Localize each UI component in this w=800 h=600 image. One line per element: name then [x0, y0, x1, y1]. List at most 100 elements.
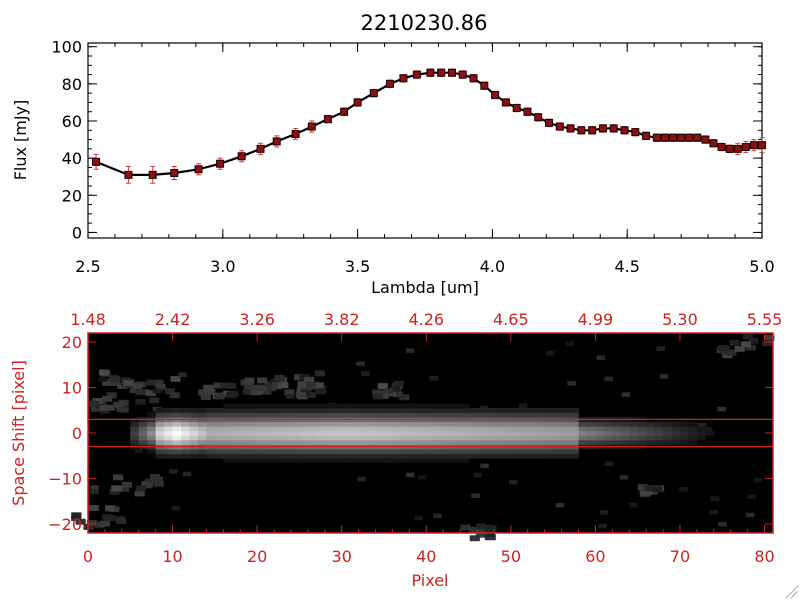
image-x-tick-label: 10 [162, 547, 182, 566]
trace-pixel [223, 430, 233, 436]
trace-pixel [612, 426, 622, 432]
trace-pixel [400, 453, 410, 459]
spectrum-series [92, 68, 766, 184]
image-x-tick-label: 30 [332, 547, 352, 566]
trace-pixel [383, 439, 393, 445]
data-point [256, 144, 265, 153]
trace-pixel [383, 458, 393, 464]
noise-pixel [214, 393, 225, 400]
trace-pixel [485, 430, 495, 436]
trace-pixel [637, 421, 647, 427]
noise-pixel [99, 520, 111, 527]
trace-pixel [586, 430, 596, 436]
trace-pixel [553, 453, 563, 459]
trace-pixel [324, 439, 334, 445]
trace-pixel [341, 453, 351, 459]
image-y-tick-label: −20 [48, 515, 82, 534]
noise-pixel [629, 502, 638, 508]
noise-pixel [509, 479, 518, 485]
noise-pixel [414, 515, 424, 521]
trace-pixel [392, 430, 402, 436]
data-point [480, 81, 489, 90]
trace-pixel [282, 448, 292, 454]
trace-pixel [383, 412, 393, 418]
image-y-tick-label: 20 [62, 333, 82, 352]
image-x-axis-label: Pixel [411, 571, 448, 590]
trace-pixel [603, 439, 613, 445]
trace-pixel [333, 408, 343, 414]
trace-pixel [409, 408, 419, 414]
trace-pixel [299, 439, 309, 445]
trace-pixel [485, 435, 495, 441]
trace-pixel [130, 426, 140, 432]
noise-pixel [639, 490, 651, 497]
trace-pixel [299, 408, 309, 414]
trace-pixel [434, 448, 444, 454]
trace-pixel [367, 439, 377, 445]
trace-pixel [426, 421, 436, 427]
trace-pixel [544, 421, 554, 427]
trace-pixel [197, 435, 207, 441]
trace-pixel [350, 448, 360, 454]
trace-pixel [663, 439, 673, 445]
noise-pixel [475, 523, 486, 530]
trace-pixel [493, 453, 503, 459]
trace-pixel [434, 435, 444, 441]
image-y-tick-label: 0 [72, 424, 82, 443]
noise-pixel [393, 380, 404, 387]
data-point [124, 170, 133, 179]
trace-pixel [502, 453, 512, 459]
trace-pixel [189, 408, 199, 414]
data-point [677, 133, 686, 142]
noise-pixel [295, 391, 306, 398]
trace-pixel [350, 453, 360, 459]
trace-pixel [164, 421, 174, 427]
trace-pixel [341, 408, 351, 414]
trace-pixel [172, 448, 182, 454]
trace-pixel [316, 435, 326, 441]
trace-pixel [307, 421, 317, 427]
trace-pixel [477, 421, 486, 427]
x-tick-label: 4.0 [480, 257, 505, 276]
noise-pixel [361, 371, 370, 376]
trace-pixel [181, 439, 190, 445]
trace-pixel [333, 448, 343, 454]
trace-pixel [375, 421, 385, 427]
noise-pixel [272, 382, 283, 388]
trace-pixel [214, 412, 224, 418]
trace-pixel [282, 435, 292, 441]
trace-pixel [409, 439, 419, 445]
trace-pixel [519, 412, 529, 418]
noise-pixel [170, 375, 181, 382]
trace-pixel [536, 426, 546, 432]
trace-pixel [502, 430, 512, 436]
noise-pixel [703, 427, 713, 432]
trace-pixel [477, 426, 486, 432]
image-x-tick-label: 20 [247, 547, 267, 566]
trace-pixel [341, 412, 351, 418]
noise-pixel [116, 517, 127, 524]
trace-pixel [307, 458, 317, 464]
trace-pixel [477, 439, 486, 445]
trace-pixel [375, 408, 385, 414]
trace-pixel [231, 435, 241, 441]
trace-pixel [510, 412, 520, 418]
data-point [385, 79, 394, 88]
trace-pixel [316, 408, 326, 414]
trace-pixel [307, 426, 317, 432]
trace-pixel [223, 453, 233, 459]
data-point [491, 91, 500, 99]
trace-pixel [392, 453, 402, 459]
noise-pixel [596, 355, 606, 360]
data-point [555, 122, 564, 131]
trace-pixel [181, 426, 190, 432]
trace-pixel [688, 426, 698, 432]
trace-pixel [307, 453, 317, 459]
trace-pixel [460, 430, 470, 436]
trace-pixel [248, 435, 258, 441]
noise-pixel [567, 381, 576, 386]
trace-pixel [561, 426, 571, 432]
noise-pixel [261, 388, 272, 395]
trace-pixel [451, 453, 461, 459]
trace-pixel [147, 412, 157, 418]
